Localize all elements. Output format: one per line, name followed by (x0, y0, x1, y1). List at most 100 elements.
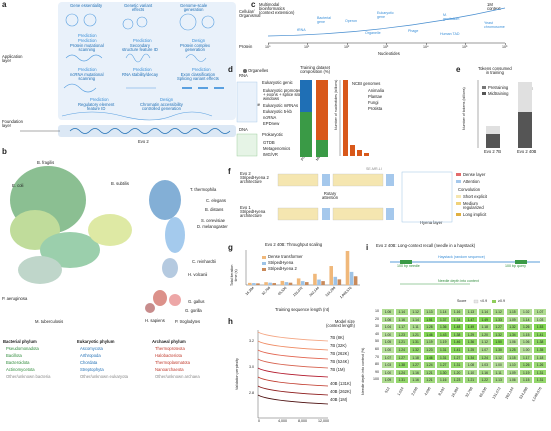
panel-label-b: b (2, 147, 7, 156)
bar-stripedhyena (333, 276, 338, 285)
heatmap-cell: 1.09 (505, 315, 520, 324)
scale-item: Yeast chromosome (484, 21, 505, 29)
prok-title: Prokaryotic (262, 132, 283, 137)
series-label: 7B (262K) (330, 351, 349, 356)
axis-tick: 10⁶ (502, 45, 508, 49)
x-tick: 4,000 (278, 419, 287, 423)
bar-stripedhyena-2 (256, 283, 260, 285)
cluster-other-bacteria (18, 256, 62, 284)
heatmap-cell: 1.21 (422, 368, 437, 377)
scale-item: Bacterial gene (317, 16, 331, 24)
series-line (257, 367, 329, 378)
y-tick: 20 (375, 316, 379, 321)
species-label: C. reinhardtii (192, 259, 216, 264)
heatmap-cell: 1.18 (408, 353, 423, 362)
heatmap-cell: 1.38 (533, 338, 547, 346)
legend-swatch (262, 268, 266, 271)
heatmap-cell: 1.50 (491, 338, 506, 346)
x-tick-label: 16,384 (245, 286, 255, 296)
bar-dense-transformer (264, 282, 268, 285)
tokens-title: Tokens consumed in training (478, 66, 512, 76)
axis-label: Nucleotides (378, 51, 400, 56)
series-label: 7B (32K) (330, 343, 347, 348)
euk-title: Eukaryotic genic (262, 80, 293, 85)
complex-icon (185, 54, 207, 62)
heatmap-cell: 1.46 (422, 330, 437, 339)
euk-item: Eukaryotic mRNAs (263, 103, 299, 108)
legend-title: Model size (context length) (326, 319, 355, 329)
heatmap-cell: 1.48 (450, 323, 464, 331)
scale-item: Human TAD (440, 32, 460, 36)
heatmap-cell: 1.26 (533, 361, 547, 369)
heatmap-cell: 1.41 (533, 330, 547, 339)
hyena-layer-box (401, 171, 453, 223)
heatmap-cell: 1.10 (464, 368, 478, 377)
heatmap-cell: 1.31 (533, 368, 547, 377)
legend-item: Thermoplasmatota (155, 360, 190, 365)
cell-tag: Prediction (78, 67, 97, 72)
cell-desc: Chromatin accessibility controlled gener… (140, 102, 183, 112)
panel-label-d: d (228, 65, 233, 74)
ncbi-item: Fungi (368, 100, 379, 105)
legend-attention: Attention (463, 179, 480, 184)
heatmap-cell: 1.38 (394, 361, 409, 369)
heatmap-cell: 1.06 (505, 376, 520, 384)
heatmap-cell: 1.16 (394, 315, 409, 324)
genome-icon (201, 15, 215, 29)
prok-icon (236, 133, 258, 157)
y-tick: 30 (375, 324, 379, 329)
cell-desc: Exon classification Splicing variant eff… (177, 72, 219, 82)
panel-label-e: e (456, 65, 461, 74)
legend-title: Bacterial phylum (3, 339, 37, 344)
heatmap-cell: 1.32 (505, 323, 520, 331)
panel-c-title: Multimodal bioinformatics (context exten… (259, 2, 295, 16)
heatmap-grid: 1.06 1.14 1.12 1.13 1.14 1.16 1.13 1.14 1.12 1.15… (381, 308, 547, 384)
cell-tag: Prediction (78, 33, 97, 38)
cell-tag: Design (192, 38, 206, 43)
needle-label: 100 bp needle (397, 264, 420, 268)
ncbi-bar-animalia (343, 80, 348, 156)
axis-tick: 10⁵ (462, 45, 468, 49)
row-label: Cellular/ Organismal (239, 9, 261, 19)
panel-label-f: f (228, 167, 231, 176)
legend-item: Other/unknown eukaryota (80, 374, 128, 379)
heatmap-cell: 1.27 (436, 361, 451, 369)
organelles-legend: Organelles (248, 68, 269, 73)
evo2-blocks (277, 173, 394, 187)
heatmap-cell: 1.14 (436, 308, 451, 316)
bar-stripedhyena-2 (272, 283, 276, 285)
ncbi-item: Animalia (368, 88, 385, 93)
cell-tag: Prediction (78, 38, 97, 43)
heatmap-cell: 1.00 (381, 368, 395, 377)
heatmap-cell: 1.12 (477, 338, 492, 346)
legend-item: StripedHyena (268, 260, 294, 265)
heatmap-cell: 1.29 (464, 330, 478, 339)
heatmap-cell: 1.41 (450, 346, 464, 354)
heatmap-cell: 1.17 (519, 353, 534, 362)
x-tick: 8,000 (298, 419, 307, 423)
scale-item: tRNA (297, 28, 306, 32)
y-tick: 10 (375, 309, 379, 313)
heatmap-cell: 1.14 (408, 315, 423, 324)
heatmap-cell: 1.15 (505, 308, 520, 316)
heatmap-cell: 1.03 (477, 361, 492, 369)
cell-icon (65, 13, 79, 27)
cell-tag: Prediction (133, 38, 152, 43)
heatmap-cell: 1.09 (505, 368, 520, 377)
heatmap-cell: 1.06 (519, 338, 534, 346)
context-curve (267, 7, 506, 37)
heatmap-cell: 1.26 (519, 323, 534, 331)
species-label: S. cerevisiae (201, 218, 225, 223)
species-label: H. volcanii (188, 272, 208, 277)
heatmap-cell: 1.06 (381, 308, 395, 316)
x-tick: 512 (384, 386, 391, 394)
legend-item: Halobacteriota (155, 353, 183, 358)
heatmap-cell: 1.07 (533, 308, 547, 316)
heatmap-cell: 1.43 (436, 330, 451, 339)
bar-evo2-7b-mid (486, 134, 500, 148)
heatmap-cell: 1.34 (464, 353, 478, 362)
